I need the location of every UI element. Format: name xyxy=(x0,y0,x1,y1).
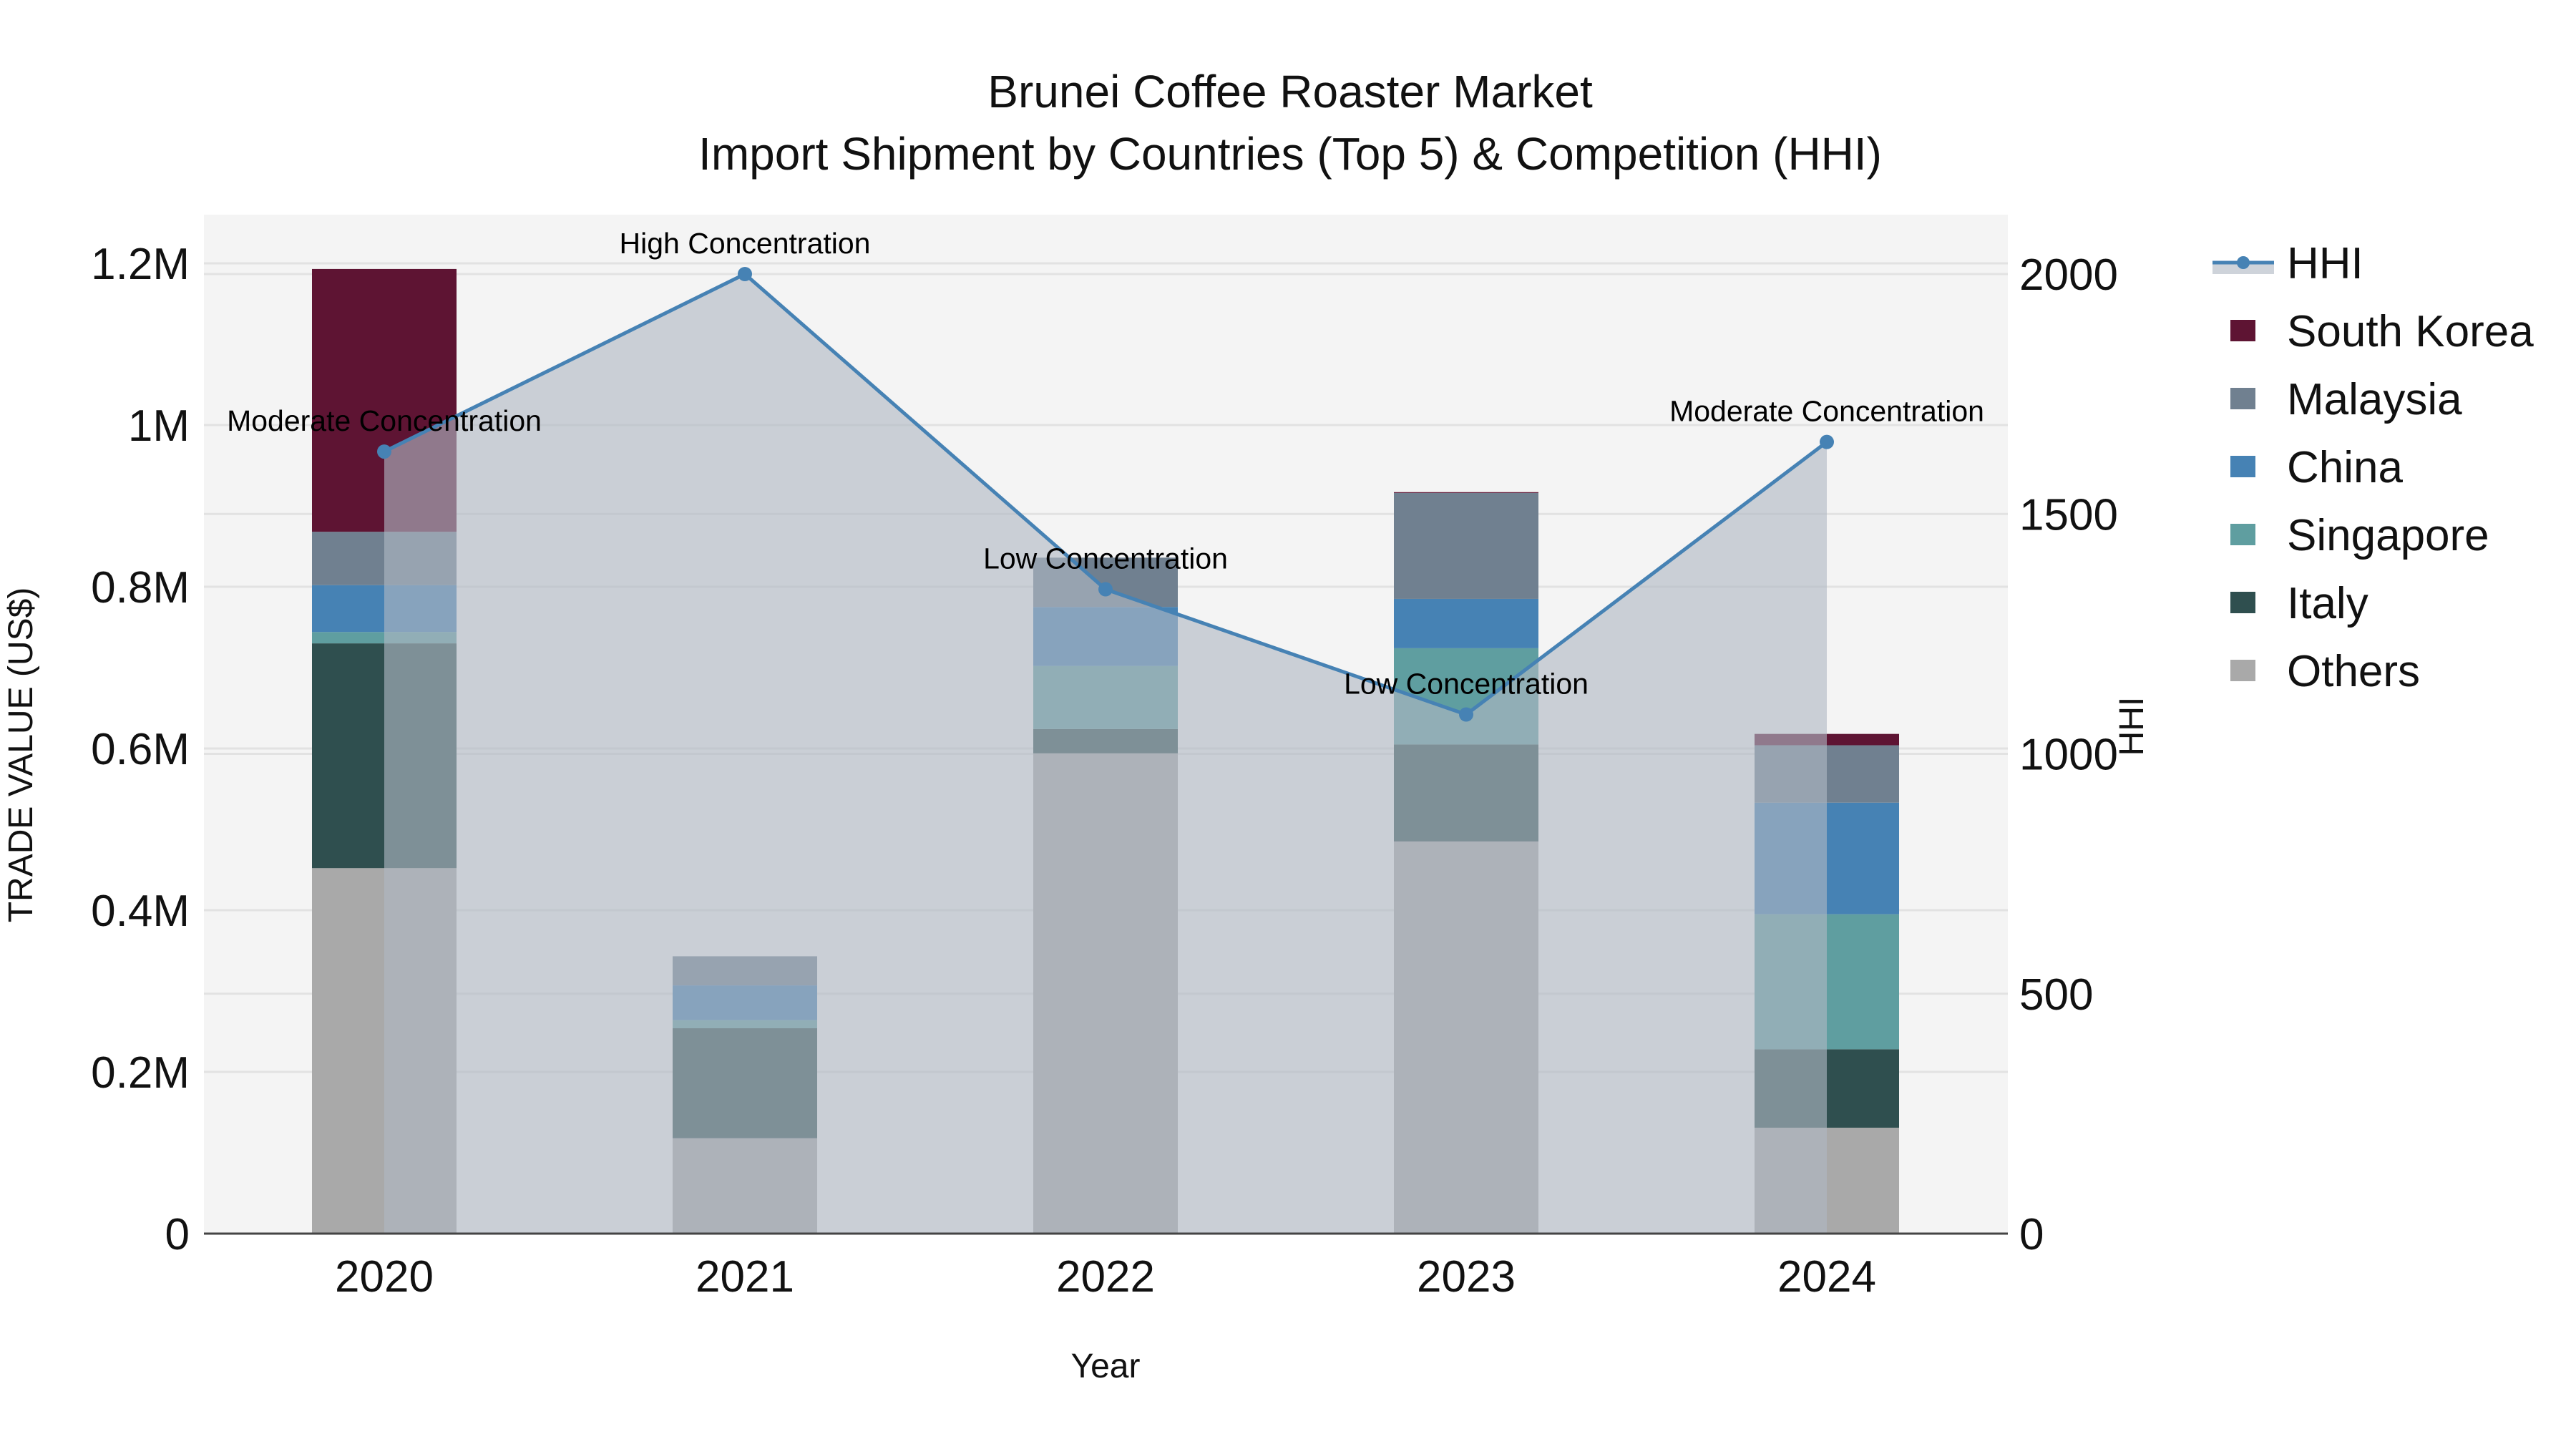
legend-swatch-icon xyxy=(2230,660,2255,681)
y2-axis-ticks: 0 500 1000 1500 2000 xyxy=(2019,250,2118,1259)
y2-tick-label: 0 xyxy=(2019,1210,2044,1259)
y-tick-label: 1M xyxy=(128,401,190,451)
y2-tick-label: 2000 xyxy=(2019,250,2118,300)
legend-label: Singapore xyxy=(2287,511,2489,560)
x-axis-title: Year xyxy=(1071,1347,1141,1385)
bar-segment xyxy=(1394,492,1538,493)
hhi-annotation: Low Concentration xyxy=(1344,668,1589,701)
x-tick-label: 2024 xyxy=(1777,1252,1876,1302)
y2-tick-label: 1500 xyxy=(2019,490,2118,540)
y2-axis-title: HHI xyxy=(2113,697,2151,756)
hhi-annotation: Moderate Concentration xyxy=(227,404,542,437)
legend-swatch-icon xyxy=(2230,524,2255,545)
y-axis-title: TRADE VALUE (US$) xyxy=(2,587,40,923)
legend-label: Italy xyxy=(2287,579,2368,628)
legend-label: China xyxy=(2287,443,2404,492)
hhi-area-fill xyxy=(384,274,1827,1234)
legend-item-singapore: Singapore xyxy=(2230,511,2489,560)
bar-segment xyxy=(1394,598,1538,648)
hhi-marker xyxy=(1820,434,1834,449)
bar-segment xyxy=(1394,492,1538,599)
y-tick-label: 0.6M xyxy=(91,725,190,774)
legend-swatch-icon xyxy=(2230,592,2255,613)
legend-item-hhi: HHI xyxy=(2212,239,2363,288)
legend-item-italy: Italy xyxy=(2230,579,2368,628)
legend-label: South Korea xyxy=(2287,307,2534,356)
hhi-annotation: High Concentration xyxy=(620,227,871,260)
hhi-marker xyxy=(1459,707,1473,722)
y-tick-label: 0.8M xyxy=(91,563,190,613)
x-axis-ticks: 2020 2021 2022 2023 2024 xyxy=(335,1252,1876,1302)
y-tick-label: 0 xyxy=(165,1210,190,1259)
legend: HHI South Korea Malaysia China Singapore Ital… xyxy=(2212,239,2534,696)
chart-title: Brunei Coffee Roaster Market xyxy=(987,66,1593,117)
hhi-legend-marker-icon xyxy=(2237,256,2250,269)
legend-label: Others xyxy=(2287,647,2420,696)
x-tick-label: 2020 xyxy=(335,1252,434,1302)
hhi-annotation: Low Concentration xyxy=(983,542,1228,575)
legend-swatch-icon xyxy=(2230,320,2255,341)
x-tick-label: 2023 xyxy=(1417,1252,1516,1302)
legend-item-malaysia: Malaysia xyxy=(2230,375,2462,424)
hhi-annotation: Moderate Concentration xyxy=(1669,395,1984,428)
hhi-marker xyxy=(1098,582,1113,597)
chart-subtitle: Import Shipment by Countries (Top 5) & C… xyxy=(698,128,1882,180)
y-tick-label: 0.2M xyxy=(91,1048,190,1098)
legend-swatch-icon xyxy=(2230,388,2255,409)
legend-label: HHI xyxy=(2287,239,2363,288)
hhi-area xyxy=(384,274,1827,1234)
hhi-line xyxy=(377,267,1834,722)
legend-label: Malaysia xyxy=(2287,375,2462,424)
hhi-marker xyxy=(377,444,391,459)
y-tick-label: 1.2M xyxy=(91,240,190,289)
legend-item-others: Others xyxy=(2230,647,2420,696)
hhi-marker xyxy=(738,267,752,281)
legend-swatch-icon xyxy=(2230,456,2255,477)
legend-item-south-korea: South Korea xyxy=(2230,307,2534,356)
y-axis-ticks: 0 0.2M 0.4M 0.6M 0.8M 1M 1.2M xyxy=(91,240,190,1259)
legend-item-china: China xyxy=(2230,443,2404,492)
y-tick-label: 0.4M xyxy=(91,887,190,936)
y2-tick-label: 500 xyxy=(2019,970,2093,1020)
x-tick-label: 2021 xyxy=(696,1252,794,1302)
hhi-annotations: Moderate Concentration High Concentration… xyxy=(227,227,1984,701)
y2-tick-label: 1000 xyxy=(2019,731,2118,780)
x-tick-label: 2022 xyxy=(1056,1252,1155,1302)
